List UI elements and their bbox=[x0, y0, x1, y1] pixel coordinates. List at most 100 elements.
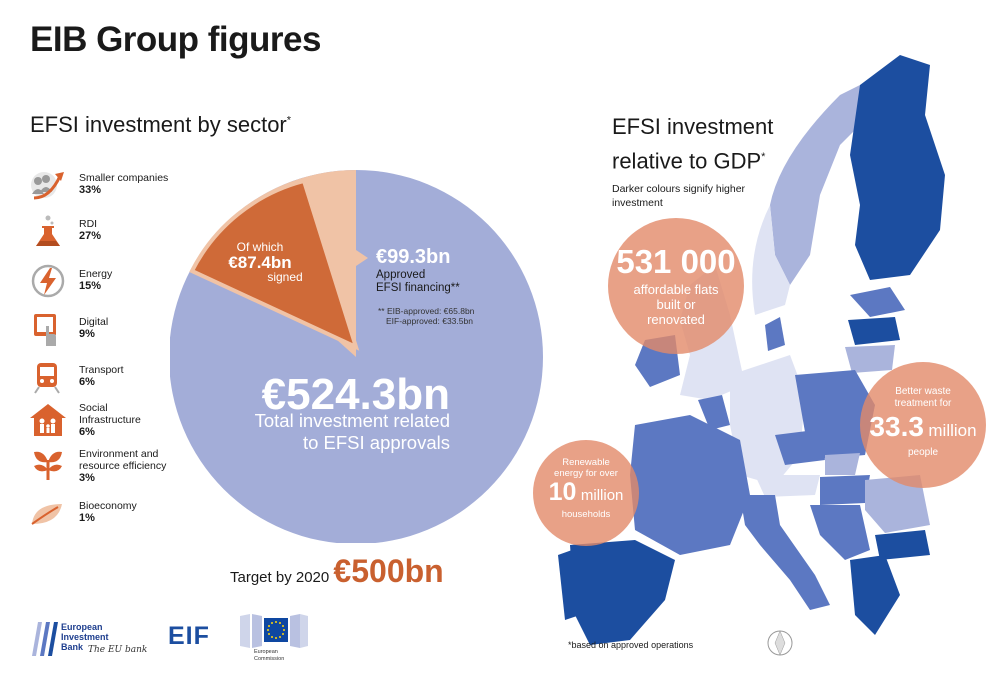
energy-small2: energy for over bbox=[554, 468, 618, 479]
map-estonia bbox=[850, 287, 905, 317]
gdp-title-line2: relative to GDP bbox=[612, 148, 762, 174]
ec-logo-icon bbox=[240, 614, 308, 648]
energy-small1: Renewable bbox=[562, 457, 610, 468]
sector-item-environment: Environment and resource efficiency 3% bbox=[28, 446, 198, 486]
sector-pct: 6% bbox=[79, 376, 95, 388]
sector-label: Transport bbox=[79, 364, 124, 376]
waste-number: 33.3 bbox=[869, 411, 924, 442]
gdp-note-line1: Darker colours signify higher bbox=[612, 183, 746, 195]
tablet-touch-icon bbox=[34, 314, 56, 346]
energy-bottom: households bbox=[561, 509, 611, 520]
compass-needle bbox=[774, 630, 786, 656]
flats-line3: renovated bbox=[647, 312, 705, 327]
map-finland bbox=[850, 55, 945, 280]
map-croatia bbox=[810, 505, 870, 560]
sector-item-energy: Energy 15% bbox=[28, 264, 198, 298]
map-sweden bbox=[770, 85, 870, 285]
ec-logo-text: European Commission bbox=[254, 649, 284, 662]
eib-line3: Bank bbox=[61, 642, 84, 652]
leaf-icon bbox=[31, 504, 62, 525]
eif-logo: EIF bbox=[168, 622, 210, 650]
sector-label: Digital bbox=[79, 316, 109, 328]
map-austria bbox=[755, 475, 820, 497]
approved-label-line1: Approved bbox=[376, 269, 426, 281]
signed-suffix: signed bbox=[267, 270, 303, 284]
approved-label: €99.3bn Approved EFSI financing** bbox=[376, 246, 526, 295]
flats-line1: affordable flats bbox=[633, 282, 719, 297]
energy-bubble: Renewable energy for over 10 million hou… bbox=[533, 440, 639, 546]
waste-bottom: people bbox=[907, 447, 939, 458]
flask-icon bbox=[36, 215, 60, 246]
sector-pct: 9% bbox=[79, 328, 95, 340]
approved-amount: €99.3bn bbox=[376, 246, 451, 268]
energy-number: 10 bbox=[548, 478, 577, 506]
total-label-line1: Total investment related bbox=[254, 410, 450, 431]
sector-item-rdi: RDI 27% bbox=[28, 214, 198, 248]
sector-item-bioeconomy: Bioeconomy 1% bbox=[28, 496, 198, 530]
total-amount: €524.3bn bbox=[261, 370, 450, 419]
sector-label: Bioeconomy bbox=[79, 500, 137, 512]
sector-item-transport: Transport 6% bbox=[28, 360, 198, 394]
sector-title-text: EFSI investment by sector bbox=[30, 112, 287, 137]
map-italy bbox=[740, 495, 830, 610]
eib-line1: European bbox=[61, 622, 103, 632]
sector-label: Environment and resource efficiency bbox=[79, 448, 167, 472]
sector-label: Social Infrastructure bbox=[79, 402, 141, 426]
lightning-icon bbox=[31, 264, 65, 298]
target-amount: €500bn bbox=[333, 553, 444, 589]
waste-small2: treatment for bbox=[894, 398, 952, 409]
signed-label: Of which €87.4bn signed bbox=[200, 240, 320, 285]
approved-pointer bbox=[356, 250, 368, 266]
map-latvia bbox=[848, 317, 900, 345]
flats-line2: built or bbox=[656, 297, 696, 312]
energy-suffix: million bbox=[580, 487, 624, 504]
pie-signed-slice bbox=[189, 178, 360, 351]
map-norway-south bbox=[752, 205, 790, 315]
map-hungary bbox=[820, 475, 870, 505]
map-portugal bbox=[558, 550, 580, 620]
house-family-icon bbox=[30, 404, 66, 436]
map-spain bbox=[570, 540, 675, 645]
map-denmark bbox=[765, 317, 785, 351]
approved-split-line2: EIF-approved: €33.5bn bbox=[386, 316, 473, 326]
target-label: Target by 2020 bbox=[230, 569, 330, 586]
sector-label: RDI bbox=[79, 218, 98, 230]
flats-number: 531 000 bbox=[616, 243, 736, 280]
sector-pct: 33% bbox=[79, 184, 102, 196]
ec-line2: Commission bbox=[254, 655, 285, 662]
waste-small1: Better waste bbox=[895, 386, 951, 397]
ec-line1: European bbox=[254, 649, 278, 655]
map-bulgaria bbox=[875, 530, 930, 560]
sector-item-smaller-companies: Smaller companies 33% bbox=[28, 168, 198, 202]
map-czechia bbox=[775, 430, 825, 465]
map-romania bbox=[865, 475, 930, 533]
sector-label: Smaller companies bbox=[79, 172, 169, 184]
sector-pct: 15% bbox=[79, 280, 102, 292]
sector-item-social-infrastructure: Social Infrastructure 6% bbox=[28, 400, 198, 440]
signed-prefix: Of which bbox=[236, 240, 284, 254]
gdp-title-line1: EFSI investment bbox=[612, 114, 774, 139]
approved-split: ** EIB-approved: €65.8bn EIF-approved: €… bbox=[378, 306, 474, 326]
gdp-note-line2: investment bbox=[612, 197, 663, 209]
eib-logo-icon bbox=[32, 622, 58, 656]
target-line: Target by 2020 €500bn bbox=[230, 553, 444, 590]
sector-pct: 6% bbox=[79, 426, 95, 438]
gdp-title-asterisk: * bbox=[761, 151, 766, 163]
train-icon bbox=[34, 363, 60, 394]
page-title: EIB Group figures bbox=[30, 20, 321, 59]
waste-bubble: Better waste treatment for 33.3 million … bbox=[860, 362, 986, 488]
map-slovakia bbox=[825, 453, 860, 475]
flats-bubble: 531 000 affordable flats built or renova… bbox=[608, 218, 744, 354]
gdp-section-title: EFSI investment relative to GDP* bbox=[612, 112, 773, 176]
investment-pie bbox=[170, 170, 543, 543]
signed-amount: €87.4bn bbox=[228, 253, 292, 272]
total-label-line2: to EFSI approvals bbox=[302, 432, 450, 453]
map-lithuania bbox=[845, 345, 895, 373]
sector-pct: 27% bbox=[79, 230, 102, 242]
gdp-note: Darker colours signify higher investment bbox=[612, 182, 745, 210]
sector-item-digital: Digital 9% bbox=[28, 312, 198, 346]
people-growth-icon bbox=[31, 172, 64, 200]
map-benelux bbox=[698, 395, 730, 430]
eib-line2: Investment bbox=[61, 632, 109, 642]
waste-suffix: million bbox=[928, 421, 977, 440]
